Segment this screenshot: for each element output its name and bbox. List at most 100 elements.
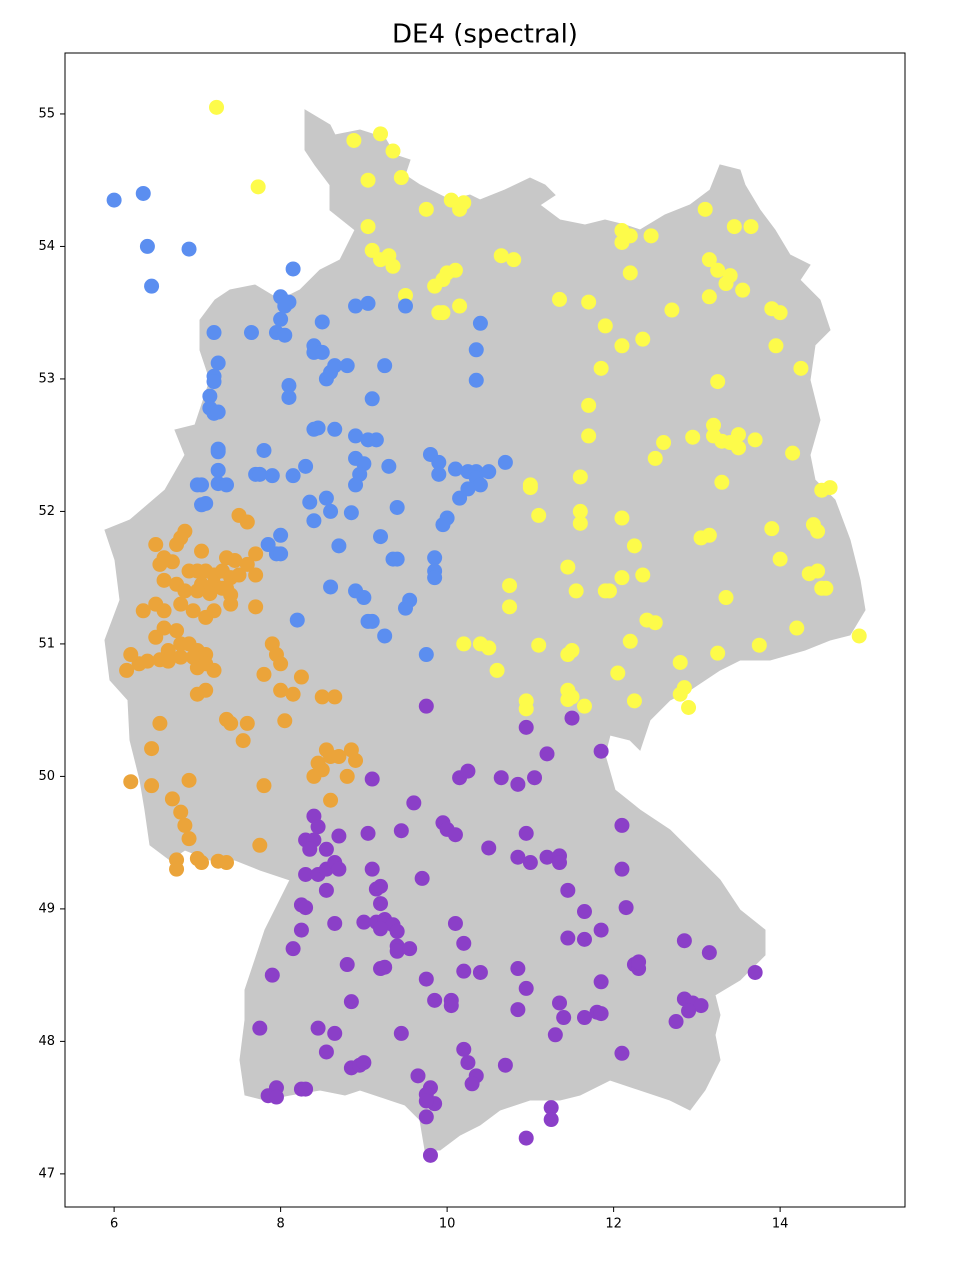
point: [223, 596, 239, 612]
point: [722, 268, 738, 284]
y-tick-label: 47: [38, 1166, 55, 1181]
point: [710, 645, 726, 661]
point: [327, 421, 343, 437]
point: [219, 855, 235, 871]
point: [144, 741, 160, 757]
point: [701, 252, 717, 268]
point: [751, 637, 767, 653]
point: [697, 201, 713, 217]
point: [489, 662, 505, 678]
point: [560, 930, 576, 946]
point: [818, 580, 834, 596]
point: [306, 768, 322, 784]
point: [618, 900, 634, 916]
point: [206, 374, 222, 390]
point: [285, 686, 301, 702]
point: [576, 931, 592, 947]
point: [314, 689, 330, 705]
point: [456, 963, 472, 979]
point: [572, 515, 588, 531]
point: [418, 201, 434, 217]
point: [397, 298, 413, 314]
point: [373, 126, 389, 142]
point: [318, 490, 334, 506]
point: [264, 468, 280, 484]
point: [227, 552, 243, 568]
point: [735, 282, 751, 298]
point: [198, 495, 214, 511]
point: [327, 689, 343, 705]
point: [614, 338, 630, 354]
point: [177, 817, 193, 833]
point: [656, 435, 672, 451]
point: [148, 629, 164, 645]
point: [281, 378, 297, 394]
point: [181, 831, 197, 847]
point: [564, 643, 580, 659]
point: [481, 640, 497, 656]
point: [614, 510, 630, 526]
point: [302, 494, 318, 510]
point: [323, 792, 339, 808]
point: [672, 654, 688, 670]
point: [701, 527, 717, 543]
point: [456, 935, 472, 951]
point: [169, 861, 185, 877]
point: [418, 647, 434, 663]
point: [298, 866, 314, 882]
point: [581, 397, 597, 413]
point: [139, 238, 155, 254]
point: [610, 665, 626, 681]
point: [106, 192, 122, 208]
point: [552, 855, 568, 871]
point: [527, 770, 543, 786]
point: [298, 458, 314, 474]
point: [822, 480, 838, 496]
point: [772, 305, 788, 321]
point: [647, 615, 663, 631]
point: [256, 442, 272, 458]
point: [173, 649, 189, 665]
point: [360, 825, 376, 841]
point: [181, 241, 197, 257]
point: [431, 466, 447, 482]
point: [310, 819, 326, 835]
point: [389, 551, 405, 567]
point: [793, 360, 809, 376]
point: [418, 971, 434, 987]
point: [397, 287, 413, 303]
point: [173, 804, 189, 820]
point: [564, 689, 580, 705]
point: [181, 772, 197, 788]
point: [348, 477, 364, 493]
point: [543, 1112, 559, 1128]
point: [614, 861, 630, 877]
point: [310, 420, 326, 436]
point: [743, 219, 759, 235]
point: [427, 992, 443, 1008]
point: [593, 360, 609, 376]
point: [285, 261, 301, 277]
point: [194, 543, 210, 559]
point: [331, 749, 347, 765]
chart-title: DE4 (spectral): [392, 20, 578, 50]
x-tick-label: 14: [772, 1217, 789, 1232]
point: [385, 143, 401, 159]
point: [239, 715, 255, 731]
point: [210, 462, 226, 478]
point: [747, 432, 763, 448]
point: [581, 294, 597, 310]
point: [435, 305, 451, 321]
point: [547, 1027, 563, 1043]
point: [572, 469, 588, 485]
point: [331, 538, 347, 554]
point: [373, 878, 389, 894]
point: [710, 262, 726, 278]
point: [360, 219, 376, 235]
point: [522, 480, 538, 496]
point: [447, 262, 463, 278]
point: [635, 567, 651, 583]
point: [460, 1055, 476, 1071]
point: [576, 698, 592, 714]
point: [318, 882, 334, 898]
